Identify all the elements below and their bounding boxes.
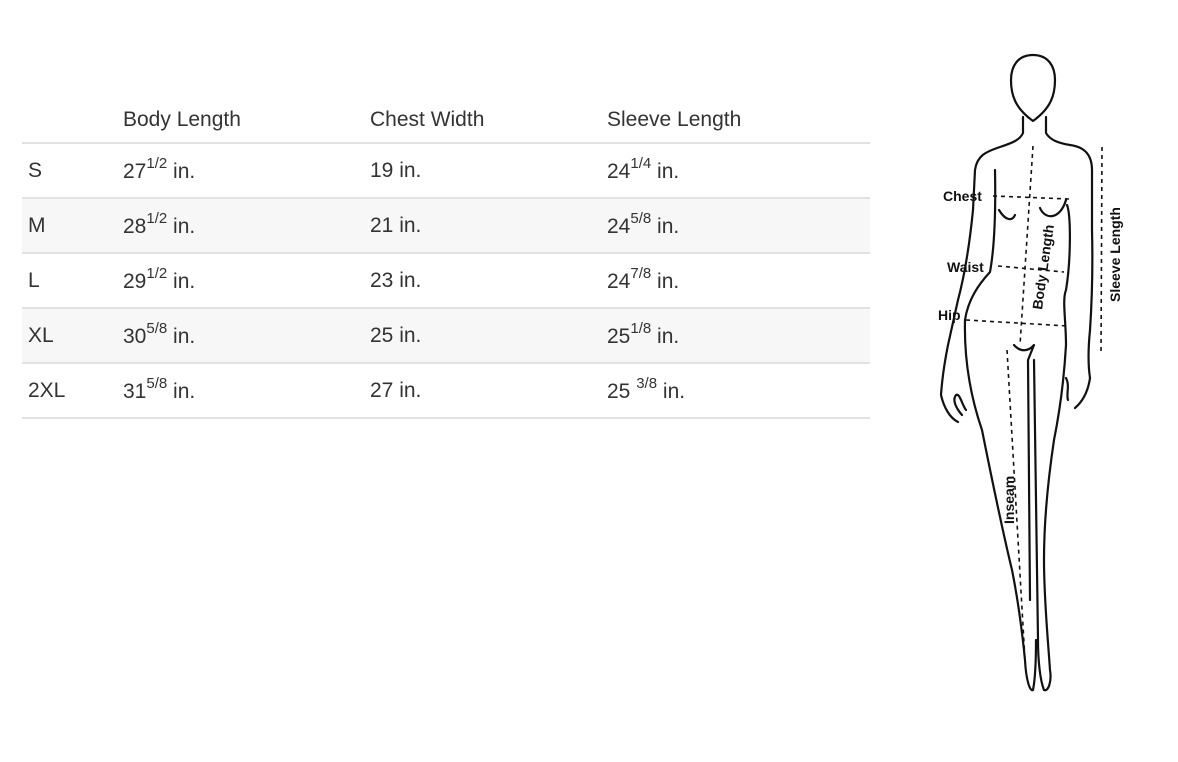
inseam-label: Inseam [1001,476,1017,524]
size-label: XL [28,323,54,347]
chest-label: Chest [943,188,982,204]
size-cell: S [22,143,123,199]
size-label: 2XL [28,378,66,402]
size-cell: M [22,198,123,254]
sleeve-length-whole: 24 [607,270,631,293]
size-cell: XL [22,308,123,364]
unit: in. [657,380,686,403]
unit: in. [167,215,196,238]
crotch-line [1012,343,1036,602]
head-outline [1009,53,1057,123]
size-cell: 2XL [22,363,123,419]
body-length-fraction: 1/2 [146,210,168,227]
table-header-row: Body Length Chest Width Sleeve Length [22,96,870,144]
body-length-label: Body Length [1029,223,1057,310]
sleeve-length-fraction: 7/8 [630,265,652,282]
header-chest-width: Chest Width [370,96,607,144]
body-length-whole: 28 [123,215,147,238]
right-torso-outline [1044,115,1094,410]
sleeve-length-fraction: 3/8 [636,375,658,392]
size-chart-table: Body Length Chest Width Sleeve Length S 2… [22,96,870,419]
unit: in. [167,160,196,183]
left-torso-outline [939,115,1025,424]
header-body-length: Body Length [123,96,370,144]
table-row: M 281/2 in. 21 in. 245/8 in. [22,198,870,254]
bust-line [997,198,1068,221]
chest-width-cell: 27 in. [370,363,607,419]
body-length-cell: 271/2 in. [123,143,370,199]
sleeve-length-whole: 25 [607,380,637,403]
sleeve-length-label: Sleeve Length [1107,207,1123,302]
body-length-fraction: 1/2 [146,155,168,172]
sleeve-length-whole: 24 [607,215,631,238]
waist-label: Waist [947,259,984,275]
table-row: S 271/2 in. 19 in. 241/4 in. [22,143,870,199]
sleeve-length-whole: 24 [607,160,631,183]
inseam-measure-line [1006,349,1026,661]
unit: in. [167,325,196,348]
body-length-fraction: 5/8 [146,375,168,392]
unit: in. [651,215,680,238]
unit: in. [651,325,680,348]
unit: in. [651,160,680,183]
hip-label: Hip [938,307,961,323]
waist-measure-line [997,265,1065,273]
chest-width-cell: 23 in. [370,253,607,309]
body-length-cell: 291/2 in. [123,253,370,309]
sleeve-length-fraction: 5/8 [630,210,652,227]
size-label: L [28,268,40,292]
size-cell: L [22,253,123,309]
table-row: XL 305/8 in. 25 in. 251/8 in. [22,308,870,364]
sleeve-length-fraction: 1/8 [630,320,652,337]
waist-line [963,168,1038,692]
body-length-whole: 27 [123,160,147,183]
body-length-measure-line [1019,145,1034,346]
chest-width-value: 23 in. [370,268,422,292]
sleeve-length-cell: 241/4 in. [607,143,870,199]
chest-width-cell: 25 in. [370,308,607,364]
sleeve-length-cell: 251/8 in. [607,308,870,364]
right-leg-outline [1032,203,1071,692]
body-length-cell: 281/2 in. [123,198,370,254]
chest-width-value: 21 in. [370,213,422,237]
chest-measure-line [992,195,1070,200]
hip-measure-line [965,319,1069,327]
body-length-fraction: 5/8 [146,320,168,337]
body-length-fraction: 1/2 [146,265,168,282]
size-label: M [28,213,46,237]
chest-width-cell: 21 in. [370,198,607,254]
chest-width-value: 25 in. [370,323,422,347]
unit: in. [651,270,680,293]
sleeve-length-fraction: 1/4 [630,155,652,172]
sleeve-length-cell: 25 3/8 in. [607,363,870,419]
chest-width-value: 19 in. [370,158,422,182]
sleeve-length-cell: 247/8 in. [607,253,870,309]
table-row: L 291/2 in. 23 in. 247/8 in. [22,253,870,309]
body-length-cell: 315/8 in. [123,363,370,419]
table-row: 2XL 315/8 in. 27 in. 25 3/8 in. [22,363,870,419]
unit: in. [167,380,196,403]
sleeve-length-measure-line [1100,146,1103,356]
body-length-whole: 31 [123,380,147,403]
size-label: S [28,158,43,182]
sleeve-length-whole: 25 [607,325,631,348]
chest-width-cell: 19 in. [370,143,607,199]
body-length-cell: 305/8 in. [123,308,370,364]
chest-width-value: 27 in. [370,378,422,402]
header-sleeve-length: Sleeve Length [607,96,870,144]
body-length-whole: 30 [123,325,147,348]
sleeve-length-cell: 245/8 in. [607,198,870,254]
body-length-whole: 29 [123,270,147,293]
header-size [22,96,123,144]
unit: in. [167,270,196,293]
